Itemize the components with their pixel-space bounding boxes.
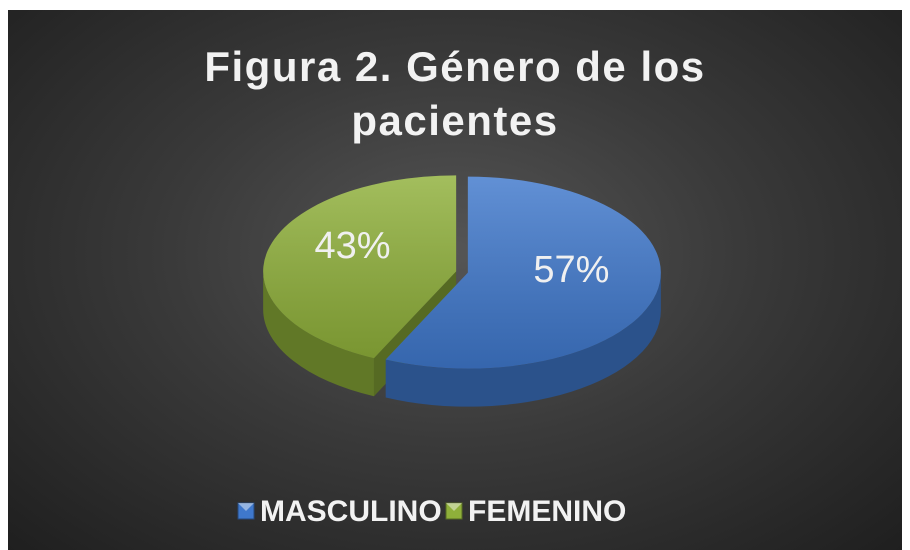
pie-slice-side (263, 271, 374, 397)
legend-swatch-shade (446, 503, 462, 511)
pie-slice-highlight (263, 175, 457, 359)
data-label: 57% (533, 249, 609, 291)
data-label: 43% (315, 225, 391, 267)
pie-slice-side (385, 272, 661, 407)
legend-swatch (445, 502, 463, 520)
legend-label: FEMENINO (468, 495, 626, 528)
pie-slice-highlight (385, 176, 661, 369)
legend-swatch-shade (238, 503, 254, 511)
legend-swatch (237, 502, 255, 520)
chart-title: Figura 2. Género de los pacientes (204, 43, 706, 144)
legend-label: MASCULINO (260, 495, 442, 528)
